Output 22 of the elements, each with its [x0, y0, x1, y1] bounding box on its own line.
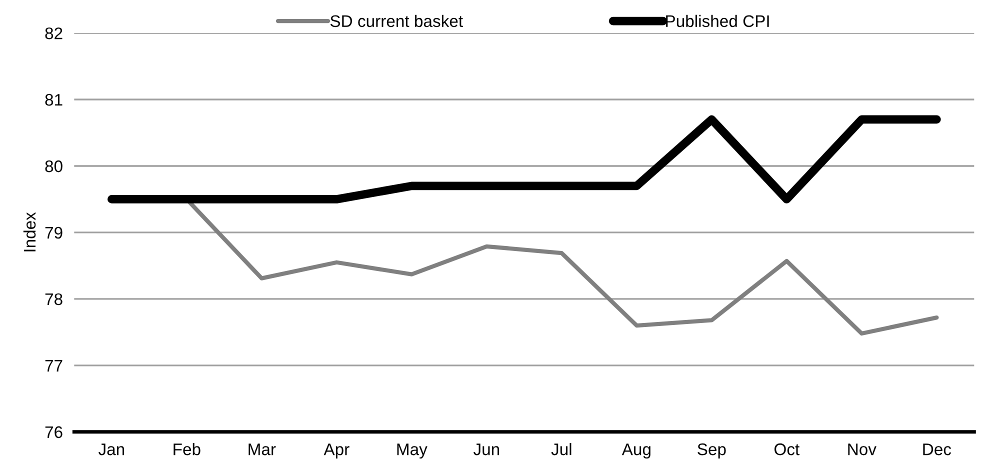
y-tick-label: 79: [45, 226, 62, 239]
y-tick-label: 82: [45, 27, 62, 40]
x-tick-label: May: [397, 444, 428, 459]
y-tick-label: 80: [45, 160, 62, 172]
y-tick-label: 81: [45, 94, 62, 106]
x-tick-label: Sep: [698, 443, 726, 459]
x-tick-label: Mar: [248, 444, 276, 456]
x-tick-label: Oct: [774, 443, 800, 456]
x-tick-label: Jun: [473, 444, 500, 456]
x-tick-label: Dec: [923, 444, 952, 456]
y-axis-title: Index: [23, 212, 36, 252]
y-tick-label: 78: [45, 293, 62, 306]
x-tick-label: Apr: [324, 444, 350, 459]
x-tick-label: Aug: [622, 444, 650, 459]
y-tick-label: 76: [45, 426, 62, 438]
legend-label: Published CPI: [666, 14, 769, 28]
x-tick-label: Jul: [551, 442, 572, 456]
x-tick-label: Feb: [174, 442, 200, 456]
x-tick-label: Nov: [848, 444, 876, 456]
y-tick-label: 77: [45, 360, 62, 372]
x-tick-label: Jan: [98, 444, 124, 456]
legend-label: SD current basket: [330, 14, 463, 28]
